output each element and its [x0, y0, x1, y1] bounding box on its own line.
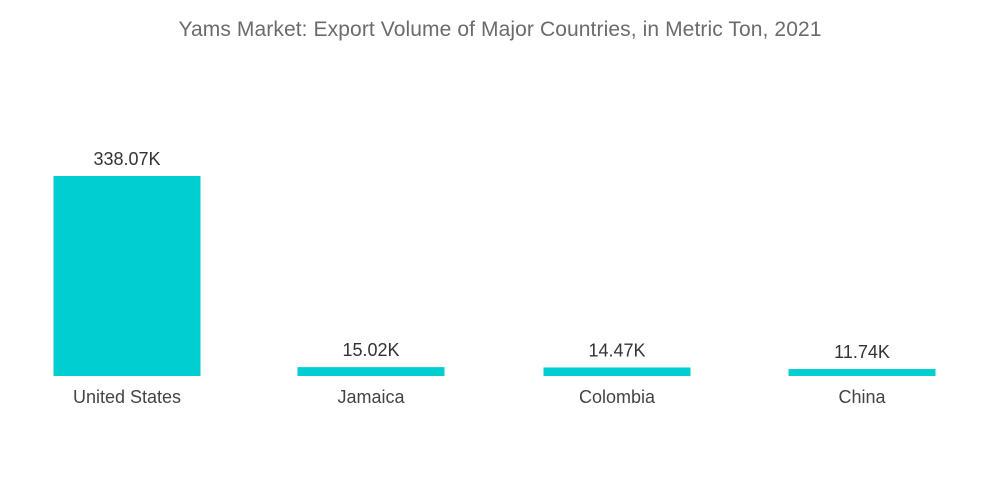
data-label-china: 11.74K [834, 342, 890, 362]
chart-title: Yams Market: Export Volume of Major Coun… [178, 18, 822, 41]
x-tick-label-colombia: Colombia [579, 387, 656, 407]
bars-group [53, 176, 936, 376]
value-labels-group: 338.07K 15.02K 14.47K 11.74K [93, 149, 889, 362]
bar-jamaica [297, 367, 445, 376]
x-tick-label-jamaica: Jamaica [337, 387, 405, 407]
x-tick-label-china: China [838, 387, 886, 407]
x-tick-label-united-states: United States [73, 387, 181, 407]
data-label-united-states: 338.07K [93, 149, 160, 169]
data-label-colombia: 14.47K [588, 340, 645, 360]
bar-united-states [53, 176, 201, 376]
bar-china [788, 369, 936, 376]
tick-labels-group: United States Jamaica Colombia China [73, 387, 887, 407]
data-label-jamaica: 15.02K [342, 340, 399, 360]
bar-colombia [543, 367, 691, 376]
